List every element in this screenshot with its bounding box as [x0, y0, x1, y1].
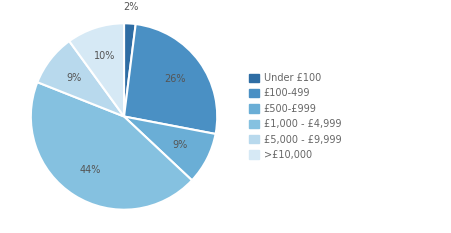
Text: 2%: 2% — [123, 2, 138, 12]
Text: 44%: 44% — [79, 165, 101, 175]
Legend: Under £100, £100-499, £500-£999, £1,000 - £4,999, £5,000 - £9,999, >£10,000: Under £100, £100-499, £500-£999, £1,000 … — [245, 69, 345, 164]
Text: 10%: 10% — [94, 51, 115, 61]
Wedge shape — [124, 24, 217, 134]
Text: 9%: 9% — [66, 73, 82, 83]
Text: 9%: 9% — [173, 140, 188, 150]
Wedge shape — [69, 23, 124, 116]
Text: 26%: 26% — [165, 74, 186, 84]
Wedge shape — [124, 116, 216, 180]
Wedge shape — [31, 82, 192, 210]
Wedge shape — [37, 41, 124, 116]
Wedge shape — [124, 23, 136, 116]
